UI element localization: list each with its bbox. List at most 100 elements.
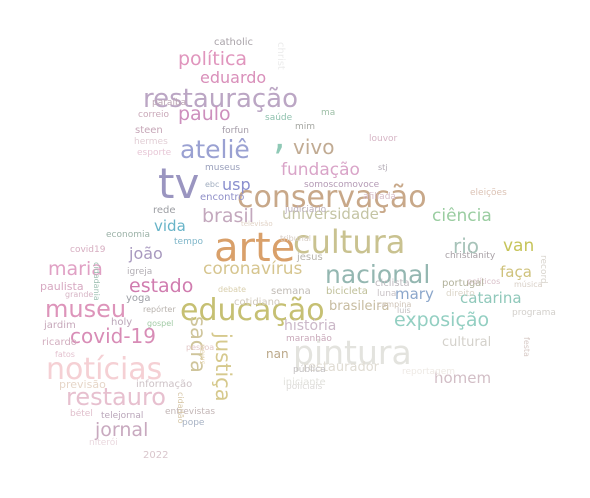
cloud-word: niterói — [89, 438, 118, 448]
cloud-word: pessoa — [186, 343, 215, 352]
cloud-word: coronavírus — [203, 259, 303, 279]
cloud-word: paulista — [40, 280, 84, 293]
cloud-word: restauração — [143, 84, 299, 114]
cloud-word: news — [198, 344, 207, 365]
cloud-word: estado — [129, 275, 194, 297]
cloud-word: holy — [111, 317, 133, 328]
cloud-word: televisão — [241, 220, 273, 228]
cloud-word: brasileira — [329, 299, 390, 314]
cloud-word: ateliê — [180, 135, 250, 164]
cloud-word: rio — [453, 234, 480, 258]
cloud-word: restauro — [66, 383, 166, 411]
cloud-word: van — [503, 236, 535, 256]
cloud-word: luna — [377, 289, 397, 299]
cloud-word: joão — [129, 244, 163, 263]
cloud-word: usp — [222, 175, 251, 194]
cloud-word: tempo — [174, 237, 204, 247]
cloud-word: mim — [295, 122, 316, 132]
cloud-word: bicicleta — [326, 286, 368, 297]
cloud-word: vivo — [293, 135, 335, 159]
cloud-word: nacional — [325, 260, 431, 289]
cloud-word: eleições — [470, 188, 507, 198]
cloud-word: música — [514, 280, 543, 289]
cloud-word: , — [273, 113, 286, 159]
cloud-word: economia — [106, 230, 150, 240]
cloud-word: louvor — [369, 134, 398, 144]
cloud-word: repórter — [143, 305, 176, 314]
cloud-word: stj — [378, 163, 388, 172]
cloud-word: mary — [395, 285, 434, 303]
cloud-word: hermes — [134, 137, 168, 147]
cloud-word: notícias — [46, 352, 163, 387]
cloud-word: reportagem — [402, 367, 456, 377]
cloud-word: vida — [154, 217, 186, 235]
cloud-word: brasil — [202, 205, 254, 227]
cloud-word: covid-19 — [70, 324, 156, 348]
cloud-word: rede — [153, 205, 176, 216]
cloud-word: campina — [377, 300, 412, 309]
cloud-word: yoga — [126, 293, 151, 304]
cloud-word: políticos — [467, 277, 501, 286]
cloud-word: ma — [321, 108, 336, 118]
cloud-word: fatos — [55, 350, 75, 359]
cloud-word: história — [284, 318, 337, 334]
cloud-word: universidade — [282, 205, 379, 223]
cloud-word: educação — [180, 293, 325, 328]
cloud-word: covid19 — [70, 245, 106, 255]
cloud-word: ebc — [205, 180, 220, 189]
cloud-word: luís — [397, 306, 411, 315]
cloud-word: christ — [275, 42, 286, 70]
cloud-word: steen — [135, 125, 163, 136]
cloud-word: festa — [522, 337, 531, 357]
cloud-word: pope — [182, 418, 205, 428]
cloud-word: saúde — [265, 113, 293, 123]
cloud-word: jornal — [95, 419, 149, 441]
cloud-word: portugal — [442, 278, 485, 289]
cloud-word: judiciário — [285, 205, 327, 215]
cloud-word: nan — [266, 347, 289, 361]
cloud-word: correio — [138, 110, 170, 120]
cloud-word: bétel — [70, 409, 93, 419]
cloud-word: pintura — [293, 333, 412, 372]
cloud-word: informação — [136, 379, 193, 390]
cloud-word: afiliada — [363, 192, 396, 202]
cloud-word: cultural — [442, 335, 492, 350]
cloud-word: 2022 — [143, 450, 169, 461]
cloud-word: maria — [48, 258, 103, 280]
cloud-word: paraíba — [152, 98, 187, 108]
cloud-word: museus — [205, 163, 241, 173]
cloud-word: conservação — [237, 180, 427, 215]
cloud-word: ciclista — [375, 278, 410, 289]
cloud-word: catarina — [460, 289, 522, 307]
cloud-word: ciência — [432, 206, 492, 226]
cloud-word: cultura — [293, 223, 406, 261]
cloud-word: paulo — [178, 103, 231, 125]
cloud-word: iniciante — [283, 377, 326, 388]
cloud-word: exposição — [394, 309, 490, 331]
cloud-word: pública — [293, 365, 326, 375]
cloud-word: fundação — [281, 160, 360, 180]
cloud-word: jesus — [297, 252, 323, 263]
cloud-word: cotidiano — [234, 297, 281, 308]
cloud-word: gospel — [147, 319, 174, 328]
cloud-word: record — [538, 255, 548, 284]
cloud-word: ricardo — [42, 337, 77, 348]
cloud-word: tv — [158, 159, 200, 208]
cloud-word: maranhão — [286, 334, 332, 344]
cloud-word: arte — [214, 225, 296, 271]
cloud-word: eduardo — [200, 68, 267, 87]
cloud-word: forfun — [222, 126, 249, 136]
cloud-word: semana — [271, 286, 311, 297]
cloud-word: grande — [65, 290, 94, 299]
cloud-word: política — [178, 48, 248, 70]
cloud-word: tribunal — [280, 234, 311, 243]
cloud-word: homem — [434, 369, 492, 387]
cloud-word: entrevistas — [165, 407, 216, 417]
cloud-word: encontro — [200, 192, 245, 203]
cloud-word: esporte — [137, 148, 172, 158]
cloud-word: igreja — [127, 267, 153, 277]
cloud-word: policiais — [286, 382, 323, 392]
cloud-word: programa — [512, 308, 556, 318]
cloud-word: restaurador — [303, 360, 379, 375]
